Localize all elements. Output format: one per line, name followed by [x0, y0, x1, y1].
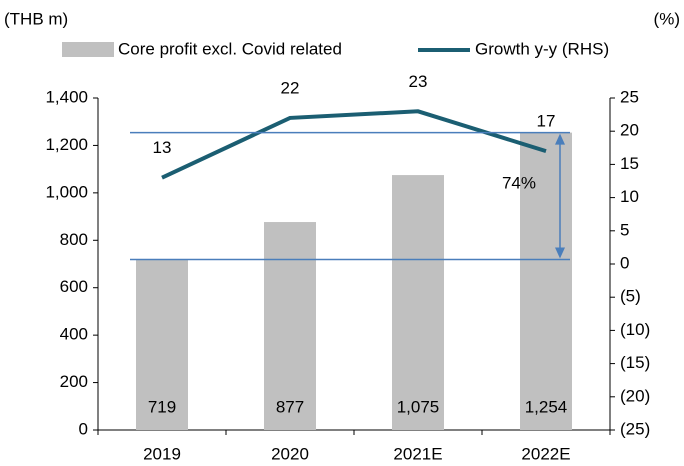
growth-line — [161, 109, 547, 180]
y-tick-label: 1,000 — [45, 182, 88, 201]
x-tick-label: 2022E — [521, 444, 570, 463]
y2-tick-label: (20) — [620, 386, 650, 405]
line-value-label: 23 — [409, 72, 428, 91]
annotation: 74% — [502, 174, 536, 193]
y2-tick-label: 10 — [620, 187, 639, 206]
arrow-head — [555, 247, 565, 259]
y-tick-label: 800 — [60, 230, 88, 249]
x-tick-label: 2019 — [143, 444, 181, 463]
line-value-label: 17 — [537, 112, 556, 131]
y2-tick-label: (10) — [620, 320, 650, 339]
bar — [392, 175, 444, 430]
bar — [264, 222, 316, 430]
y2-tick-label: 5 — [620, 220, 629, 239]
y2-tick-label: (25) — [620, 419, 650, 438]
x-tick-label: 2020 — [271, 444, 309, 463]
y-tick-label: 600 — [60, 277, 88, 296]
y2-axis-label: (%) — [654, 9, 680, 28]
y-tick-label: 1,200 — [45, 135, 88, 154]
y2-tick-label: 15 — [620, 154, 639, 173]
legend-label: Growth y-y (RHS) — [475, 39, 609, 58]
line-value-label: 13 — [153, 138, 172, 157]
bar — [136, 259, 188, 430]
bar-value-label: 1,075 — [397, 397, 440, 416]
y-tick-label: 200 — [60, 372, 88, 391]
legend-label: Core profit excl. Covid related — [118, 39, 342, 58]
y-tick-label: 0 — [79, 419, 88, 438]
legend-swatch — [62, 42, 114, 57]
y2-tick-label: 20 — [620, 121, 639, 140]
bar-value-label: 1,254 — [525, 397, 568, 416]
bar — [520, 132, 572, 430]
y2-tick-label: 0 — [620, 253, 629, 272]
bar-value-label: 719 — [148, 397, 176, 416]
y-tick-label: 400 — [60, 325, 88, 344]
y-axis-label: (THB m) — [4, 9, 68, 28]
y-tick-label: 1,400 — [45, 87, 88, 106]
x-tick-label: 2021E — [393, 444, 442, 463]
line-value-label: 22 — [281, 78, 300, 97]
y2-tick-label: (5) — [620, 287, 641, 306]
y2-tick-label: (15) — [620, 353, 650, 372]
y2-tick-label: 25 — [620, 87, 639, 106]
arrow-head — [555, 133, 565, 145]
bar-value-label: 877 — [276, 397, 304, 416]
